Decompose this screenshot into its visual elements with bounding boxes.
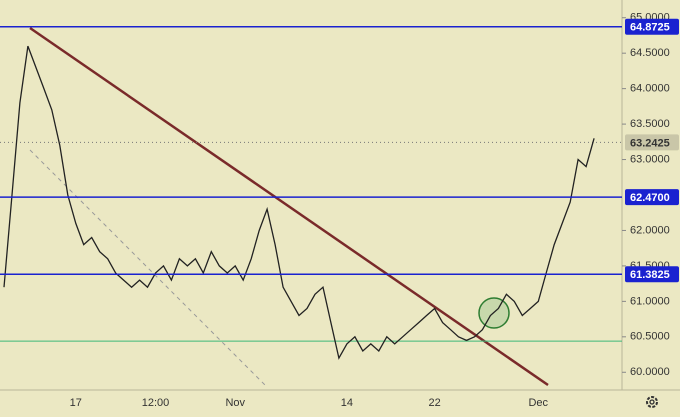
settings-icon[interactable]	[646, 396, 658, 408]
level-label: 64.8725	[630, 22, 670, 34]
level-label: 62.4700	[630, 192, 670, 204]
y-tick-label: 63.5000	[630, 118, 670, 130]
x-tick-label: Dec	[528, 397, 548, 409]
y-tick-label: 60.0000	[630, 366, 670, 378]
level-label-box	[625, 189, 679, 206]
level-label-box	[625, 266, 679, 283]
y-tick-label: 63.0000	[630, 153, 670, 165]
x-tick-label: 17	[70, 397, 82, 409]
level-label: 61.3825	[630, 269, 670, 281]
trendline	[29, 26, 549, 387]
price-line	[3, 45, 595, 360]
y-tick-label: 61.0000	[630, 295, 670, 307]
last-price-box	[625, 134, 679, 151]
y-tick-label: 64.5000	[630, 47, 670, 59]
x-tick-label: Nov	[225, 397, 245, 409]
y-tick-label: 60.5000	[630, 331, 670, 343]
last-price-label: 63.2425	[630, 137, 670, 149]
y-tick-label: 62.0000	[630, 224, 670, 236]
x-tick-label: 22	[428, 397, 440, 409]
x-tick-label: 14	[341, 397, 353, 409]
level-label-box	[625, 18, 679, 35]
y-tick-label: 64.0000	[630, 83, 670, 95]
x-tick-label: 12:00	[142, 397, 170, 409]
